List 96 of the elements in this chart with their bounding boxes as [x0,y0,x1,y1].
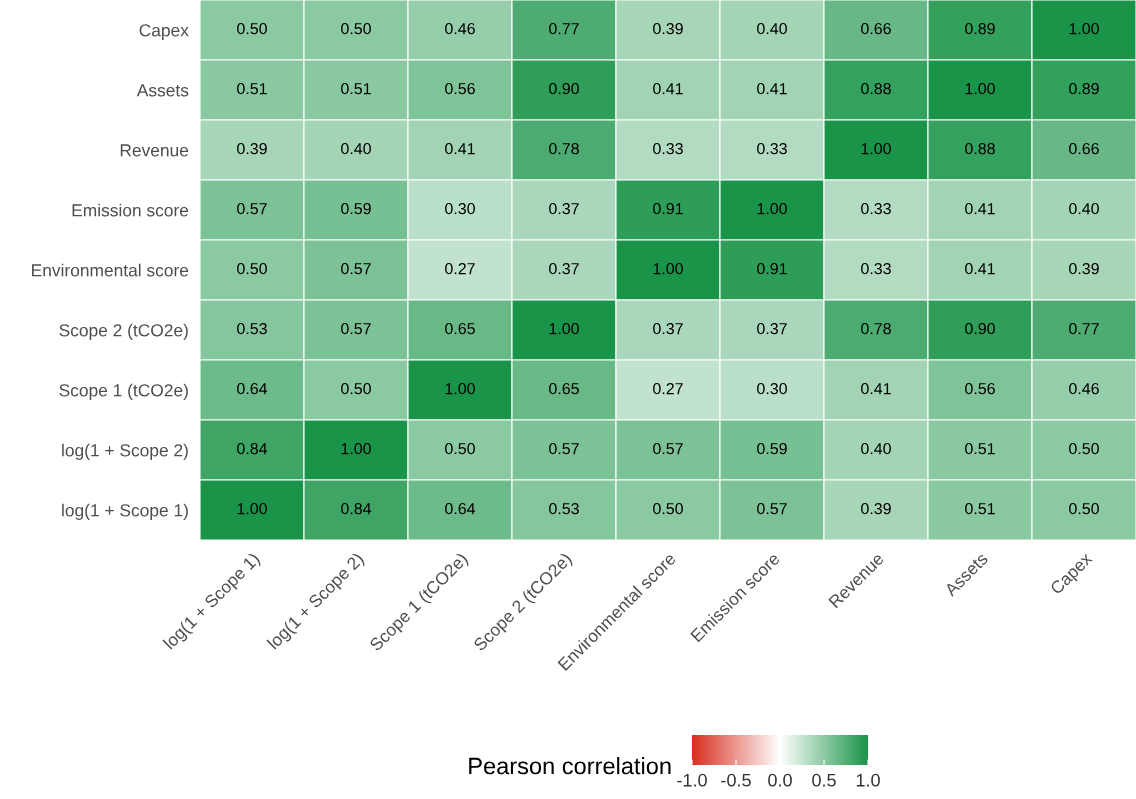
data-label: 1.00 [757,202,787,215]
data-label: 0.51 [965,442,995,455]
data-label: 0.37 [653,322,683,335]
color-bar-label: 1.0 [856,773,880,787]
data-label: 0.30 [757,382,787,395]
y-tick-label: log(1 + Scope 2) [62,443,188,460]
data-label: 0.37 [757,322,787,335]
data-label: 0.46 [445,22,475,35]
data-label: 0.59 [341,202,371,215]
data-label: 1.00 [549,322,579,335]
y-tick-label: Environmental score [32,263,189,277]
data-label: 0.41 [653,82,683,95]
data-label: 1.00 [341,442,371,455]
data-label: 0.57 [341,262,371,275]
data-label: 0.53 [237,322,267,335]
data-label: 0.88 [965,142,995,155]
y-tick-label: log(1 + Scope 1) [62,503,188,520]
data-label: 0.41 [965,202,995,215]
data-label: 0.57 [341,322,371,335]
data-label: 0.50 [1069,502,1099,515]
data-label: 0.39 [861,502,891,515]
data-label: 0.40 [341,142,371,155]
data-label: 0.41 [965,262,995,275]
data-label: 0.91 [653,202,683,215]
color-bar-title: Pearson correlation [469,756,671,775]
data-label: 0.51 [237,82,267,95]
data-label: 0.41 [757,82,787,95]
y-tick-label: Emission score [72,203,189,217]
data-label: 0.37 [549,202,579,215]
data-label: 0.84 [341,502,372,515]
data-label: 0.66 [1069,142,1099,155]
data-label: 0.41 [445,142,475,155]
data-label: 0.51 [965,502,995,515]
data-label: 0.27 [445,262,475,275]
y-tick-label: Assets [136,84,189,97]
data-label: 0.65 [549,382,579,395]
data-label: 0.40 [861,442,891,455]
data-label: 0.89 [1069,82,1099,95]
data-label: 0.50 [237,22,267,35]
data-label: 0.30 [445,202,475,215]
data-label: 0.53 [549,502,579,515]
color-bar-label: -0.5 [721,773,751,787]
data-label: 0.91 [757,262,787,275]
data-label: 0.40 [1069,202,1099,215]
data-label: 0.66 [861,22,891,35]
data-label: 0.46 [1069,382,1099,395]
data-label: 0.88 [861,82,891,95]
data-label: 1.00 [237,502,267,515]
data-label: 0.56 [445,82,475,95]
color-bar-label: 0.5 [812,773,836,787]
data-label: 0.57 [237,202,267,215]
data-label: 0.57 [653,442,683,455]
data-label: 0.77 [549,22,579,35]
data-label: 0.64 [237,382,268,395]
data-label: 1.00 [965,82,995,95]
color-bar-label: -1.0 [677,773,707,787]
y-tick-label: Revenue [120,144,189,157]
y-tick-label: Scope 1 (tCO2e) [59,383,188,400]
data-label: 0.51 [341,82,371,95]
data-label: 0.33 [757,142,787,155]
data-label: 0.57 [757,502,787,515]
y-tick-label: Capex [139,24,189,40]
data-label: 0.50 [445,442,475,455]
y-tick-label: Scope 2 (tCO2e) [59,323,188,340]
data-label: 1.00 [1069,22,1099,35]
data-label: 0.50 [653,502,683,515]
data-label: 0.89 [965,22,995,35]
data-label: 0.39 [237,142,267,155]
color-bar-label: 0.0 [768,773,792,787]
data-label: 0.39 [1069,262,1099,275]
data-label: 0.39 [653,22,683,35]
data-label: 0.37 [549,262,579,275]
data-label: 0.50 [1069,442,1099,455]
data-label: 0.33 [653,142,683,155]
data-label: 0.78 [549,142,579,155]
data-label: 0.33 [861,202,891,215]
data-label: 0.78 [861,322,891,335]
data-label: 0.65 [445,322,475,335]
data-label: 0.77 [1069,322,1099,335]
data-label: 0.40 [757,22,787,35]
data-label: 0.50 [341,22,371,35]
data-label: 1.00 [653,262,683,275]
data-label: 0.56 [965,382,995,395]
data-label: 0.50 [237,262,267,275]
data-label: 0.33 [861,262,891,275]
data-label: 1.00 [445,382,475,395]
data-label: 0.64 [445,502,476,515]
data-label: 0.84 [237,442,268,455]
data-label: 0.90 [965,322,995,335]
data-label: 0.50 [341,382,371,395]
data-label: 1.00 [861,142,891,155]
data-label: 0.90 [549,82,579,95]
data-label: 0.27 [653,382,683,395]
data-label: 0.57 [549,442,579,455]
data-label: 0.41 [861,382,891,395]
data-label: 0.59 [757,442,787,455]
